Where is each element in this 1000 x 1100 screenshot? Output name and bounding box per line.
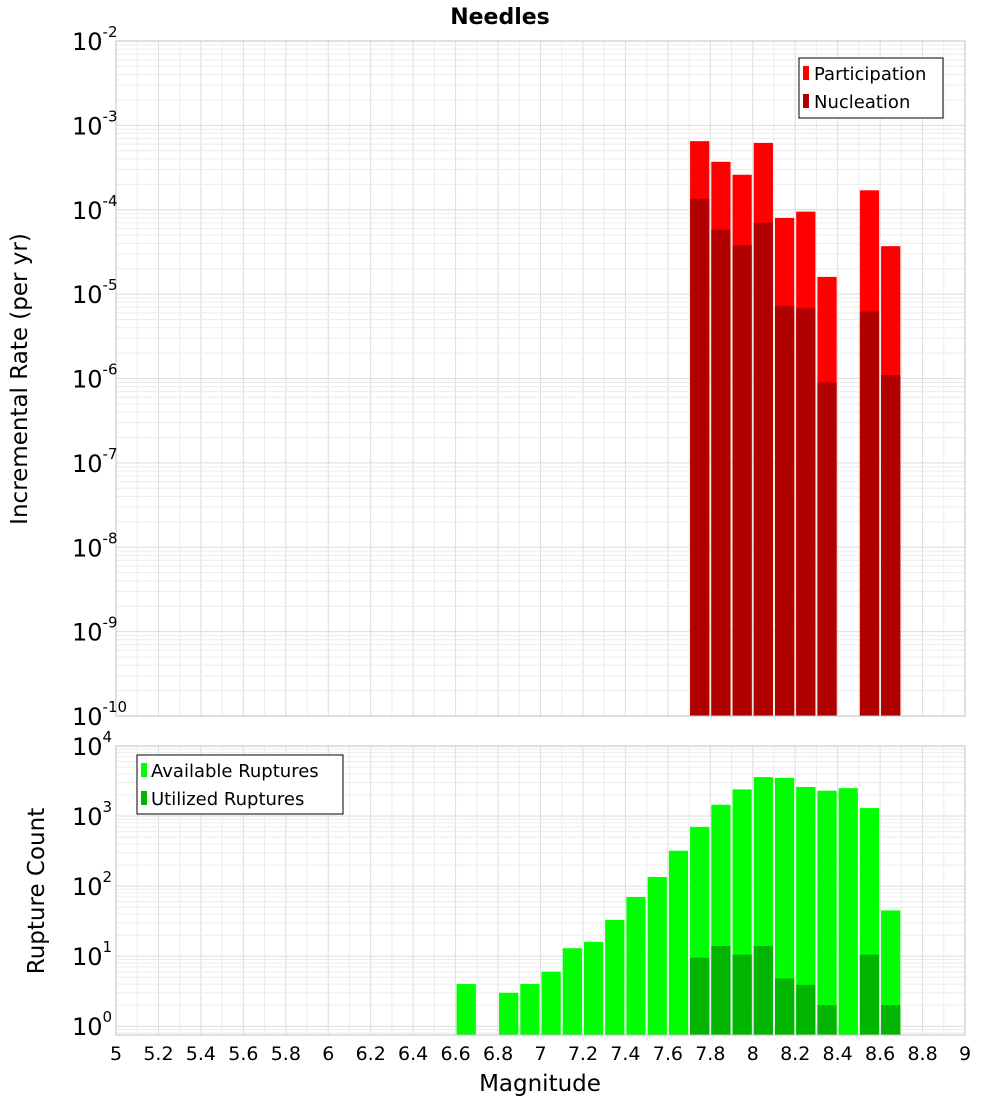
x-tick-label: 7.8 (695, 1043, 725, 1065)
chart-title: Needles (450, 5, 550, 30)
x-tick-label: 5 (110, 1043, 122, 1065)
bar-nucleation (881, 375, 901, 716)
legend-swatch-nucleation (803, 94, 809, 108)
bar-available-ruptures (774, 777, 795, 1035)
top-y-axis-label: Incremental Rate (per yr) (7, 233, 33, 525)
bar-nucleation (732, 245, 752, 717)
x-tick-label: 5.2 (143, 1043, 173, 1065)
x-tick-label: 6.2 (356, 1043, 386, 1065)
x-tick-label: 8.6 (865, 1043, 895, 1065)
x-tick-label: 7.4 (610, 1043, 640, 1065)
bottom-y-axis-label: Rupture Count (24, 808, 50, 974)
x-tick-label: 6 (322, 1043, 334, 1065)
bar-utilized-ruptures (881, 1005, 901, 1035)
top-legend: Participation Nucleation (798, 57, 944, 119)
x-tick-label: 7.6 (653, 1043, 683, 1065)
bar-available-ruptures (605, 919, 625, 1035)
legend-label-utilized: Utilized Ruptures (151, 789, 304, 810)
bar-nucleation (690, 198, 710, 717)
bar-available-ruptures (647, 876, 667, 1035)
x-tick-label: 7.2 (568, 1043, 598, 1065)
y-tick-label: 10-10 (72, 698, 127, 731)
y-tick-label: 100 (72, 1008, 112, 1041)
x-tick-label: 5.8 (271, 1043, 301, 1065)
legend-label-participation: Participation (814, 64, 926, 85)
bar-available-ruptures (456, 984, 476, 1035)
bar-available-ruptures (838, 788, 858, 1035)
x-tick-label: 8.8 (907, 1043, 937, 1065)
bar-utilized-ruptures (859, 954, 880, 1035)
bottom-legend-box (136, 754, 344, 815)
y-tick-label: 10-9 (72, 614, 118, 647)
x-tick-label: 6.4 (398, 1043, 428, 1065)
bar-utilized-ruptures (774, 978, 795, 1035)
bar-utilized-ruptures (796, 984, 816, 1035)
x-tick-label: 8 (747, 1043, 759, 1065)
y-tick-label: 102 (72, 868, 112, 901)
bottom-plot-frame (115, 745, 966, 1036)
bar-available-ruptures (796, 786, 816, 1035)
y-tick-label: 10-8 (72, 529, 118, 562)
x-tick-label: 5.6 (228, 1043, 258, 1065)
legend-label-nucleation: Nucleation (814, 92, 910, 113)
top-grid (115, 41, 966, 717)
y-tick-label: 10-4 (72, 192, 118, 225)
top-bars (690, 141, 901, 717)
bottom-legend: Available Ruptures Utilized Ruptures (136, 754, 344, 815)
y-tick-label: 104 (72, 728, 112, 761)
bar-utilized-ruptures (690, 957, 710, 1035)
bar-available-ruptures (583, 941, 604, 1035)
participation-nucleation-panel: 10-10 10-9 10-8 10-7 10-6 10-5 10-4 10-3 10-2 In… (7, 23, 966, 731)
top-legend-box (798, 57, 944, 119)
bar-available-ruptures (541, 971, 561, 1035)
y-tick-label: 101 (72, 938, 112, 971)
bar-utilized-ruptures (753, 945, 773, 1035)
rupture-count-panel: 100 101 102 103 104 5 5.2 5.4 5.6 5.8 6 6.2 6.4 6.6 6… (24, 728, 971, 1097)
x-tick-label: 6.6 (440, 1043, 470, 1065)
x-tick-label: 5.4 (186, 1043, 216, 1065)
y-tick-label: 103 (72, 798, 112, 831)
x-ticks: 5 5.2 5.4 5.6 5.8 6 6.2 6.4 6.6 6.8 7 7.2 7.4 7.6 7.8 8… (110, 1043, 971, 1065)
bar-available-ruptures (520, 984, 540, 1035)
bar-nucleation (817, 382, 837, 716)
bar-available-ruptures (626, 896, 646, 1035)
bar-utilized-ruptures (817, 1005, 837, 1035)
y-tick-label: 10-5 (72, 276, 118, 309)
y-tick-label: 10-6 (72, 361, 118, 394)
x-tick-label: 6.8 (483, 1043, 513, 1065)
y-tick-label: 10-7 (72, 445, 118, 478)
y-tick-label: 10-3 (72, 107, 118, 140)
bar-nucleation (753, 222, 773, 716)
bar-utilized-ruptures (732, 954, 752, 1035)
y-tick-label: 10-2 (72, 23, 118, 56)
top-y-ticks: 10-10 10-9 10-8 10-7 10-6 10-5 10-4 10-3 10-2 (72, 23, 127, 731)
bottom-y-ticks: 100 101 102 103 104 (72, 728, 112, 1041)
bottom-grid (115, 746, 966, 1035)
bar-nucleation (796, 308, 816, 716)
bar-utilized-ruptures (711, 945, 731, 1035)
x-tick-label: 8.4 (823, 1043, 853, 1065)
bar-nucleation (859, 311, 880, 716)
legend-label-available: Available Ruptures (151, 761, 319, 782)
legend-swatch-participation (803, 66, 809, 80)
bottom-bars (456, 777, 901, 1035)
legend-swatch-utilized (141, 791, 147, 805)
bar-available-ruptures (881, 910, 901, 1035)
bar-available-ruptures (817, 790, 837, 1035)
bar-nucleation (711, 229, 731, 717)
x-tick-label: 8.2 (780, 1043, 810, 1065)
bar-available-ruptures (499, 992, 519, 1035)
top-plot-frame (115, 40, 966, 717)
bar-nucleation (774, 306, 795, 716)
x-tick-label: 7 (534, 1043, 546, 1065)
x-tick-label: 9 (959, 1043, 971, 1065)
x-axis-label: Magnitude (479, 1071, 601, 1097)
legend-swatch-available (141, 763, 147, 777)
bar-available-ruptures (562, 948, 582, 1035)
bar-available-ruptures (668, 850, 689, 1035)
